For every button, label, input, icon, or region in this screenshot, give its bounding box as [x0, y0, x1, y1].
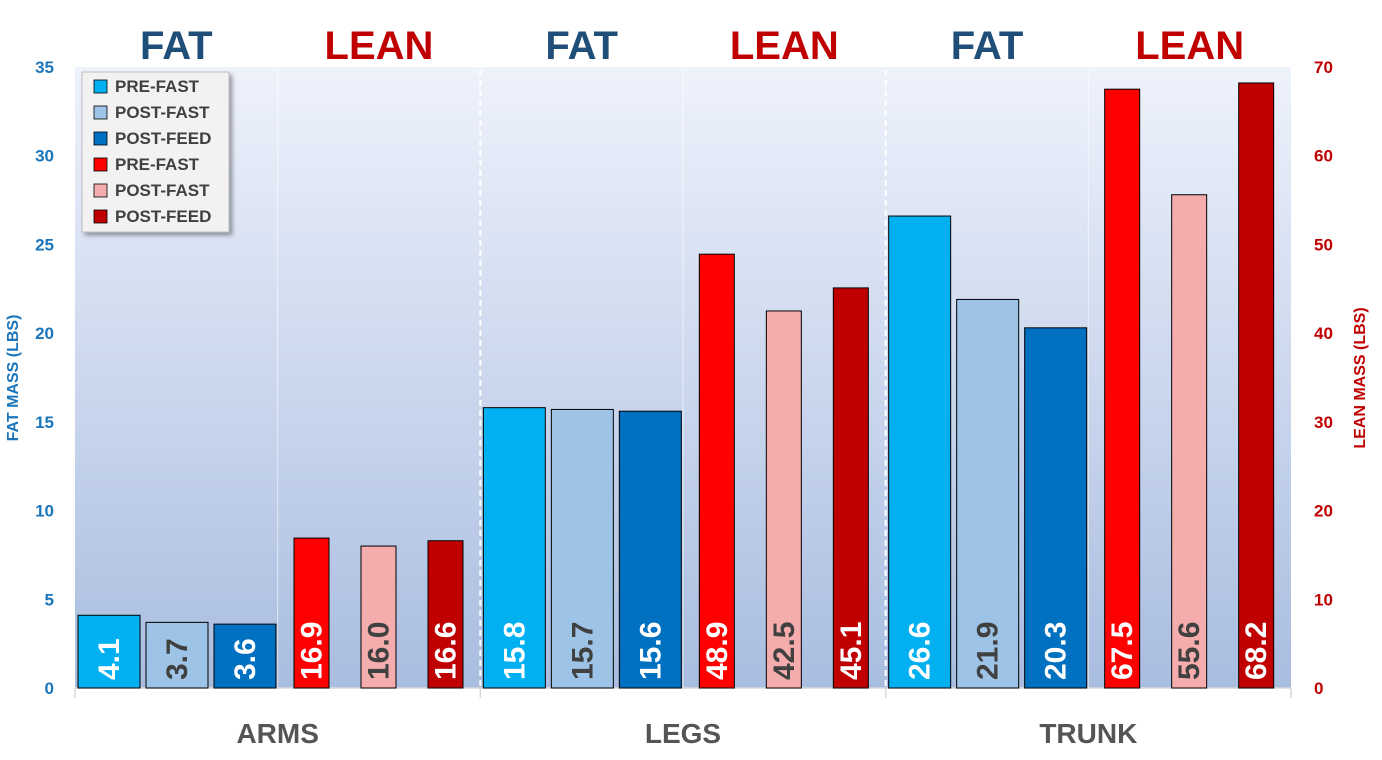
bar-value-label: 67.5: [1106, 622, 1139, 680]
y-tick-left: 5: [45, 590, 54, 609]
bar-lean-pre-fast: [293, 537, 330, 689]
bar-fat-post-feed: [213, 623, 277, 689]
legend-swatch: [93, 209, 108, 224]
bar-value-label: 42.5: [768, 622, 801, 680]
y-tick-right: 40: [1314, 324, 1333, 343]
y-tick-right: 0: [1314, 679, 1323, 698]
y-tick-right: 10: [1314, 590, 1333, 609]
bar-value-label: 26.6: [904, 622, 937, 680]
section-dividers: [277, 10, 1089, 700]
bar-value-label: 55.6: [1173, 622, 1206, 680]
y-tick-left: 0: [45, 679, 54, 698]
y-tick-left: 20: [35, 324, 54, 343]
bar-fat-post-fast: [956, 298, 1020, 689]
bar-value-label: 48.9: [701, 622, 734, 680]
x-axis-categories: ARMS LEGS TRUNK: [236, 718, 1137, 749]
bar-value-label: 15.6: [634, 622, 667, 680]
bar-fat-post-fast: [145, 621, 209, 689]
bar-lean-post-fast: [360, 545, 397, 689]
bar-lean-post-feed: [1238, 82, 1275, 689]
bar-value-label: 45.1: [835, 622, 868, 680]
bar-fat-pre-fast: [482, 407, 546, 689]
y-tick-right: 30: [1314, 413, 1333, 432]
section-headings: FAT LEAN FAT LEAN FAT LEAN: [140, 24, 1244, 68]
y-tick-left: 25: [35, 235, 54, 254]
legend-label: PRE-FAST: [115, 155, 200, 174]
heading-lean: LEAN: [325, 24, 434, 68]
heading-fat: FAT: [951, 24, 1024, 68]
bars: 4.1 3.7 3.6 16.9 16.0 16.6 15.8 15.7 15.6 48.9 42.…: [77, 82, 1275, 689]
legend-swatch: [93, 183, 108, 198]
bar-value-label: 16.6: [430, 622, 463, 680]
bar-lean-post-fast: [1171, 194, 1208, 689]
bar-value-label: 15.7: [566, 622, 599, 680]
legend-label: POST-FEED: [115, 129, 211, 148]
legend-swatch: [93, 79, 108, 94]
legend: PRE-FAST POST-FAST POST-FEED PRE-FAST POST-F…: [81, 71, 230, 233]
y-tick-right: 20: [1314, 502, 1333, 521]
bar-value-label: 21.9: [972, 622, 1005, 680]
bar-fat-pre-fast: [888, 215, 952, 689]
y-tick-left: 15: [35, 413, 54, 432]
bar-lean-pre-fast: [698, 253, 735, 689]
heading-fat: FAT: [545, 24, 618, 68]
axes: 0 5 10 15 20 25 30 35 0 10 20 30 40 50 60 70 FAT MASS (L…: [5, 58, 1369, 698]
y-axis-label-left: FAT MASS (LBS): [5, 315, 22, 442]
legend-box: [81, 71, 230, 233]
bar-value-label: 3.7: [161, 638, 194, 680]
legend-swatch: [93, 105, 108, 120]
y-axis-label-right: LEAN MASS (LBS): [1352, 307, 1369, 448]
legend-label: POST-FAST: [115, 181, 210, 200]
legend-swatch: [93, 131, 108, 146]
heading-lean: LEAN: [730, 24, 839, 68]
legend-label: POST-FAST: [115, 103, 210, 122]
x-category-label: ARMS: [236, 718, 318, 749]
bar-fat-post-fast: [550, 408, 614, 689]
bar-fat-post-feed: [618, 410, 682, 689]
y-tick-left: 35: [35, 58, 54, 77]
heading-lean: LEAN: [1135, 24, 1244, 68]
bar-value-label: 16.9: [296, 622, 329, 680]
heading-fat: FAT: [140, 24, 213, 68]
bar-lean-pre-fast: [1104, 88, 1141, 689]
y-tick-right: 60: [1314, 147, 1333, 166]
bar-value-label: 3.6: [229, 638, 262, 680]
bar-lean-post-fast: [765, 310, 802, 689]
x-category-label: TRUNK: [1039, 718, 1137, 749]
bar-value-label: 15.8: [498, 622, 531, 680]
bar-lean-post-feed: [427, 540, 464, 689]
legend-label: POST-FEED: [115, 207, 211, 226]
bar-value-label: 16.0: [363, 622, 396, 680]
y-tick-right: 70: [1314, 58, 1333, 77]
bar-fat-post-feed: [1024, 327, 1088, 689]
legend-label: PRE-FAST: [115, 77, 200, 96]
bar-value-label: 20.3: [1040, 622, 1073, 680]
y-tick-right: 50: [1314, 235, 1333, 254]
bar-fat-pre-fast: [77, 614, 141, 689]
y-tick-left: 30: [35, 147, 54, 166]
bar-value-label: 4.1: [93, 638, 126, 680]
y-tick-left: 10: [35, 502, 54, 521]
x-category-label: LEGS: [645, 718, 721, 749]
bar-lean-post-feed: [832, 287, 869, 689]
legend-swatch: [93, 157, 108, 172]
bar-value-label: 68.2: [1240, 622, 1273, 680]
